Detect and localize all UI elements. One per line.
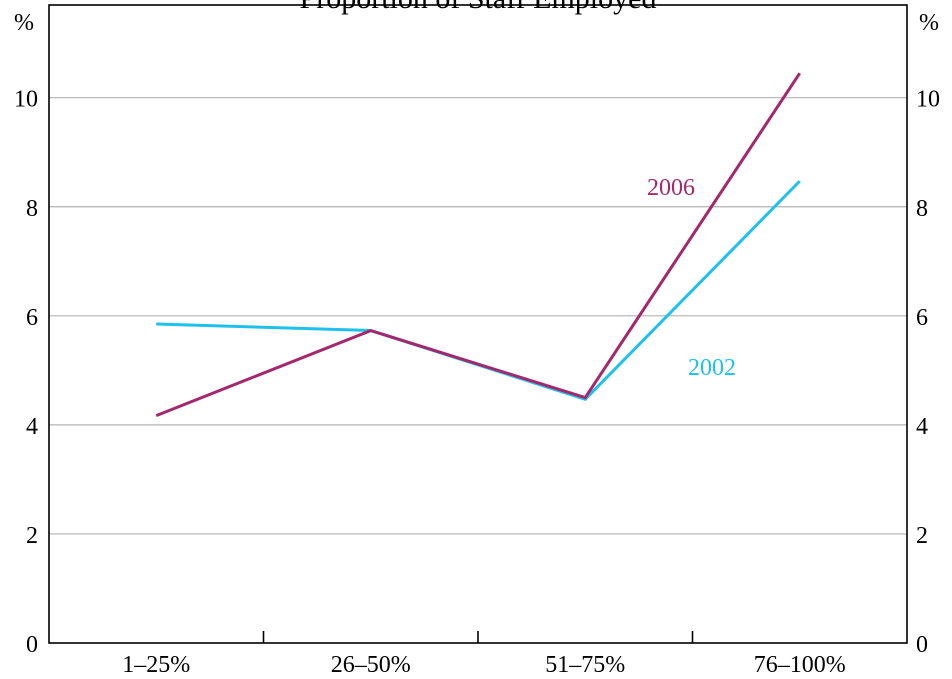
y-tick-label-right: 0 [916,632,928,658]
x-tick-label: 1–25% [122,652,190,678]
y-tick-label-right: 10 [916,87,940,113]
y-tick-label-left: 8 [26,196,38,222]
y-tick-label-right: 6 [916,305,928,331]
y-axis-unit-left: % [14,10,34,36]
y-tick-label-left: 4 [26,414,38,440]
y-tick-label-right: 2 [916,523,928,549]
series-label-2006: 2006 [647,175,695,201]
tick-labels: 0 0 2 2 4 4 6 6 8 8 10 10 1–25% 26–50% 51–75% 76–100% [14,87,940,678]
y-axis-unit-right: % [919,10,939,36]
y-tick-label-left: 6 [26,305,38,331]
y-tick-label-left: 10 [14,87,38,113]
gridlines [49,97,907,535]
x-tick-label: 76–100% [754,652,846,678]
series-labels: 2002 2006 [647,175,736,381]
series-line-2006 [155,72,802,418]
axes [48,4,908,644]
x-tick-label: 26–50% [331,652,411,678]
y-tick-label-left: 0 [26,632,38,658]
chart-title: Proportion of Staff Employed [300,0,657,15]
y-tick-label-right: 4 [916,414,928,440]
x-tick-label: 51–75% [545,652,625,678]
y-tick-label-left: 2 [26,523,38,549]
series-label-2002: 2002 [688,355,736,381]
y-tick-label-right: 8 [916,196,928,222]
series-lines [155,72,802,418]
